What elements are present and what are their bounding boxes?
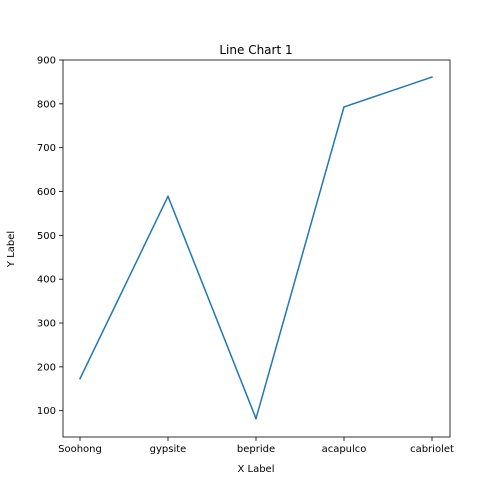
x-axis-ticks: Soohong gypsite bepride acapulco cabriolet	[58, 437, 454, 455]
y-axis-label: Y Label	[6, 231, 17, 268]
plot-frame	[62, 59, 451, 438]
data-point	[343, 106, 345, 108]
plot-area: 100 200 300 400 500 600 700 800 900 Soohong gypsi…	[37, 56, 454, 456]
data-point	[255, 417, 257, 420]
y-tick-label: 900	[37, 56, 56, 67]
y-tick-label: 300	[37, 319, 56, 330]
y-tick-label: 700	[37, 143, 56, 154]
y-tick-label: 100	[37, 406, 56, 417]
data-point	[167, 195, 169, 198]
series-layer	[79, 76, 433, 420]
y-axis-ticks: 100 200 300 400 500 600 700 800 900	[37, 56, 63, 417]
x-tick-label: bepride	[237, 444, 275, 455]
y-tick-label: 500	[37, 231, 56, 242]
y-tick-label: 800	[37, 99, 56, 110]
x-tick-label: cabriolet	[410, 444, 454, 455]
data-point	[79, 377, 81, 380]
x-tick-label: acapulco	[322, 444, 367, 455]
x-tick-label: gypsite	[150, 444, 187, 455]
chart-title: Line Chart 1	[219, 43, 292, 57]
y-tick-label: 400	[37, 275, 56, 286]
x-axis-label: X Label	[237, 464, 274, 475]
data-point	[431, 76, 433, 78]
y-tick-label: 200	[37, 362, 56, 373]
y-tick-label: 600	[37, 187, 56, 198]
x-tick-label: Soohong	[58, 444, 102, 455]
